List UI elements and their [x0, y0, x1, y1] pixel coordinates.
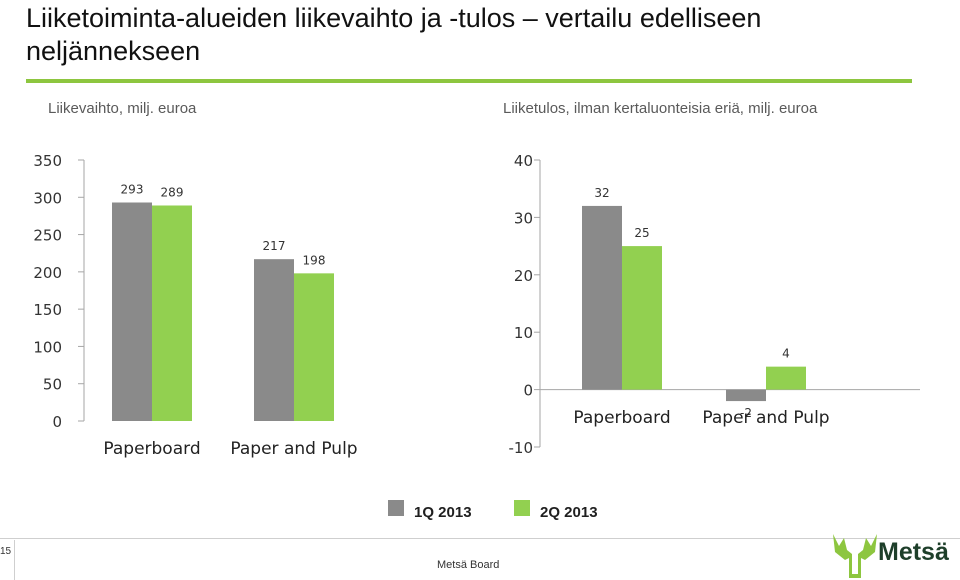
chart-1-category-label: Paper and Pulp — [230, 439, 357, 459]
page-title: Liiketoiminta-alueiden liikevaihto ja -t… — [26, 3, 762, 66]
chart-2-bar-1q-2 — [726, 389, 766, 402]
chart-1-y-tick-label: 250 — [33, 227, 62, 245]
chart-1-y-tick-label: 200 — [33, 264, 62, 282]
chart-2-category-label: Paperboard — [573, 408, 670, 428]
chart-1-category-label: Paperboard — [103, 439, 200, 459]
legend-swatch-1q — [388, 500, 404, 516]
chart-2-data-label: 4 — [782, 347, 790, 361]
chart-2-bar-1q-1 — [582, 205, 622, 390]
chart-1-bar-2q-2 — [294, 273, 334, 421]
chart-2-bar-2q-2 — [766, 366, 806, 390]
chart-2-y-tick-label: 0 — [523, 382, 533, 400]
chart-1-y-tick-label: 300 — [33, 189, 62, 207]
chart-2-y-tick-label: 40 — [514, 152, 533, 170]
chart-2-y-tick-label: -10 — [509, 439, 534, 457]
chart-2-category-label: Paper and Pulp — [702, 408, 829, 428]
chart-1-data-label: 198 — [303, 253, 326, 267]
chart-1-y-tick-label: 0 — [52, 413, 62, 431]
chart-2-data-label: 32 — [594, 186, 609, 200]
footer-divider — [0, 538, 960, 539]
chart-1-bar-1q-2 — [254, 259, 294, 421]
chart-1-y-tick-label: 50 — [43, 376, 62, 394]
moose-antlers-icon — [833, 534, 877, 578]
chart-2-title: Liiketulos, ilman kertaluonteisia eriä, … — [503, 100, 818, 117]
chart-1-y-tick-label: 150 — [33, 301, 62, 319]
title-accent-rule — [26, 79, 912, 83]
chart-1-bar-2q-1 — [152, 205, 192, 421]
page-number-divider — [14, 540, 15, 580]
page-number: 15 — [0, 546, 12, 557]
chart-2-data-label: 25 — [634, 226, 649, 240]
chart-1-bar-1q-1 — [112, 202, 152, 421]
metsa-logo: Metsä — [830, 528, 960, 580]
chart-2-data-label: -2 — [740, 406, 752, 420]
chart-2-y-tick-label: 30 — [514, 209, 533, 227]
chart-1-data-label: 217 — [263, 239, 286, 253]
chart-1-data-label: 289 — [161, 185, 184, 199]
chart-1-title: Liikevaihto, milj. euroa — [48, 100, 197, 117]
chart-2-bar-2q-1 — [622, 246, 662, 390]
chart-1-y-tick-label: 100 — [33, 338, 62, 356]
legend-swatch-2q — [514, 500, 530, 516]
logo-wordmark: Metsä — [878, 538, 949, 566]
chart-2-y-tick-label: 20 — [514, 267, 533, 285]
chart-2-y-tick-label: 10 — [514, 324, 533, 342]
footer-company-text: Metsä Board — [437, 559, 500, 571]
chart-1-y-tick-label: 350 — [33, 152, 62, 170]
legend-label-1q: 1Q 2013 — [414, 504, 472, 521]
legend-label-2q: 2Q 2013 — [540, 504, 598, 521]
chart-1-data-label: 293 — [121, 183, 144, 197]
